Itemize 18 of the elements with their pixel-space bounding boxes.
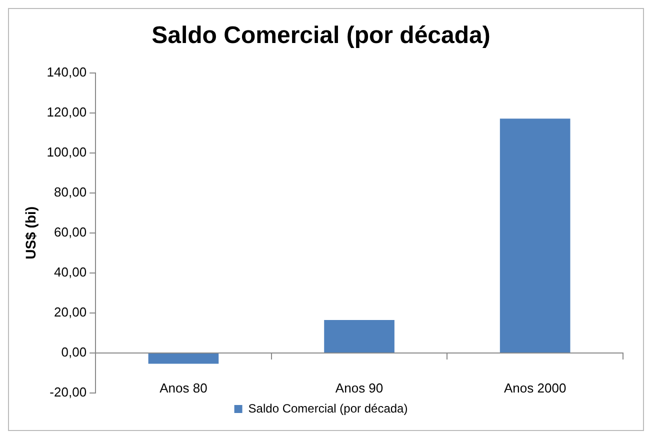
chart-title: Saldo Comercial (por década) [152, 22, 490, 50]
y-tick-label: 120,00 [46, 104, 87, 120]
y-tick-label: 80,00 [54, 184, 87, 200]
y-tick-label: -20,00 [50, 384, 87, 400]
y-tick-label: 40,00 [54, 264, 87, 280]
x-tick-label: Anos 80 [160, 380, 208, 396]
bar [500, 118, 570, 352]
y-tick-label: 60,00 [54, 224, 87, 240]
legend-label: Saldo Comercial (por década) [248, 401, 408, 416]
y-tick-label: 20,00 [54, 304, 87, 320]
y-tick-label: 100,00 [46, 144, 87, 160]
y-axis-title: US$ (bi) [22, 206, 38, 260]
bar [324, 320, 394, 352]
x-tick-label: Anos 90 [335, 380, 384, 396]
x-tick-label: Anos 2000 [504, 380, 566, 396]
y-tick-label: 140,00 [46, 64, 87, 80]
y-tick-label: 0,00 [61, 344, 87, 360]
bar [148, 353, 219, 364]
